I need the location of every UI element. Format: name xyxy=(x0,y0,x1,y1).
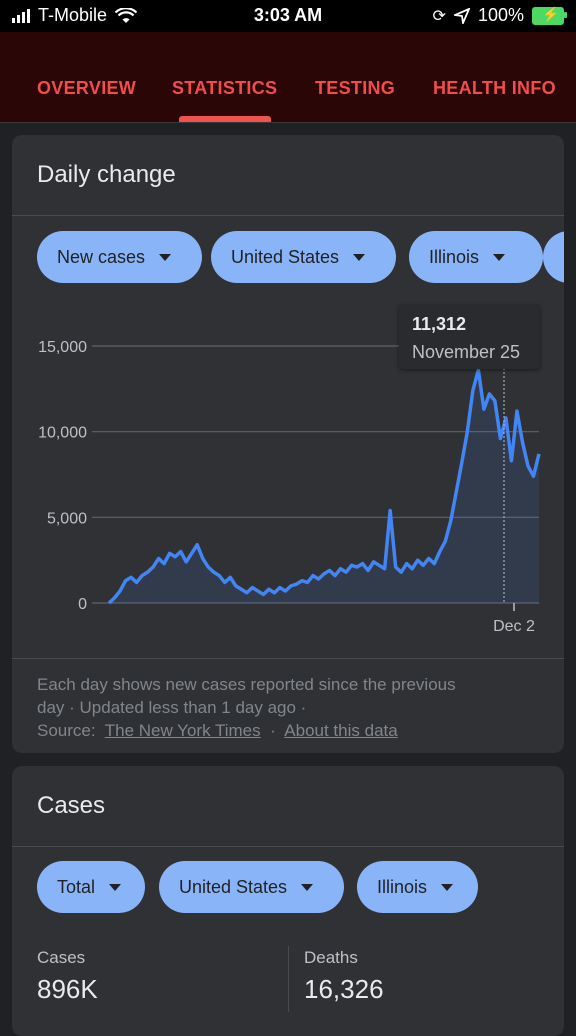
deaths-label: Deaths xyxy=(304,948,358,967)
active-tab-indicator xyxy=(179,116,271,122)
region-filter-chip[interactable]: Illinois xyxy=(409,231,543,283)
series-area xyxy=(109,369,539,603)
y-tick-label: 10,000 xyxy=(38,425,87,442)
total-filter-label: Total xyxy=(57,876,96,897)
y-tick-label: 15,000 xyxy=(38,339,87,356)
cases-title: Cases xyxy=(37,792,106,819)
stats-separator xyxy=(288,946,289,1012)
about-data-link[interactable]: About this data xyxy=(284,721,398,740)
cases-card: Cases Total United States Illinois Cases… xyxy=(12,766,564,1036)
signal-icon xyxy=(12,8,30,23)
y-tick-label: 5,000 xyxy=(47,510,87,527)
x-tick-label: Dec 2 xyxy=(493,618,535,635)
chevron-down-icon xyxy=(159,253,172,261)
source-link[interactable]: The New York Times xyxy=(104,721,261,740)
metric-filter-label: New cases xyxy=(57,246,146,267)
deaths-value: 16,326 xyxy=(304,974,384,1004)
chevron-down-icon xyxy=(353,253,366,261)
region-filter-chip[interactable]: Illinois xyxy=(357,861,478,913)
chart-tooltip: 11,312 November 25 xyxy=(399,305,540,369)
note-line-2: day · Updated less than 1 day ago · xyxy=(37,698,307,717)
source-label: Source: xyxy=(37,721,96,740)
region-filter-label: Illinois xyxy=(377,876,428,897)
tab-bar: OVERVIEW STATISTICS TESTING HEALTH INFO xyxy=(0,32,576,123)
card-divider xyxy=(12,215,564,216)
daily-cases-chart: 0 5,000 10,000 15,000 Dec 2 xyxy=(38,339,541,635)
metric-filter-chip[interactable]: New cases xyxy=(37,231,202,283)
country-filter-label: United States xyxy=(231,246,340,267)
carrier-name: T-Mobile xyxy=(38,5,108,25)
country-filter-label: United States xyxy=(179,876,288,897)
tab-testing[interactable]: TESTING xyxy=(315,78,396,98)
rotation-lock-icon: ⟳ xyxy=(432,7,446,25)
chevron-down-icon xyxy=(301,883,314,891)
cases-label: Cases xyxy=(37,948,86,967)
card-divider xyxy=(12,846,564,847)
region-filter-label: Illinois xyxy=(429,246,480,267)
more-filter-chip[interactable] xyxy=(543,231,564,283)
wifi-icon xyxy=(115,7,138,23)
tooltip-value: 11,312 xyxy=(412,314,467,334)
clock: 3:03 AM xyxy=(253,5,323,25)
daily-change-card: Daily change New cases United States Ill… xyxy=(12,135,564,753)
country-filter-chip[interactable]: United States xyxy=(211,231,396,283)
y-tick-label: 0 xyxy=(78,596,87,613)
battery-charging-icon: ⚡ xyxy=(532,6,567,25)
tab-health-info[interactable]: HEALTH INFO xyxy=(433,78,556,98)
total-filter-chip[interactable]: Total xyxy=(37,861,145,913)
battery-percent: 100% xyxy=(477,5,524,25)
status-bar: T-Mobile 3:03 AM ⟳ 100% ⚡ xyxy=(0,0,576,32)
note-separator: · xyxy=(270,721,276,740)
note-line-1: Each day shows new cases reported since … xyxy=(37,675,456,694)
chevron-down-icon xyxy=(109,883,122,891)
cases-value: 896K xyxy=(37,974,98,1004)
series-line xyxy=(107,368,541,605)
chevron-down-icon xyxy=(493,253,506,261)
tab-overview[interactable]: OVERVIEW xyxy=(37,78,137,98)
tab-statistics[interactable]: STATISTICS xyxy=(172,78,278,98)
tooltip-date: November 25 xyxy=(412,342,521,362)
card-divider xyxy=(12,658,564,659)
chart-note: Each day shows new cases reported since … xyxy=(37,673,537,742)
country-filter-chip[interactable]: United States xyxy=(159,861,344,913)
location-icon xyxy=(453,7,470,24)
daily-change-title: Daily change xyxy=(37,161,176,188)
chevron-down-icon xyxy=(441,883,454,891)
